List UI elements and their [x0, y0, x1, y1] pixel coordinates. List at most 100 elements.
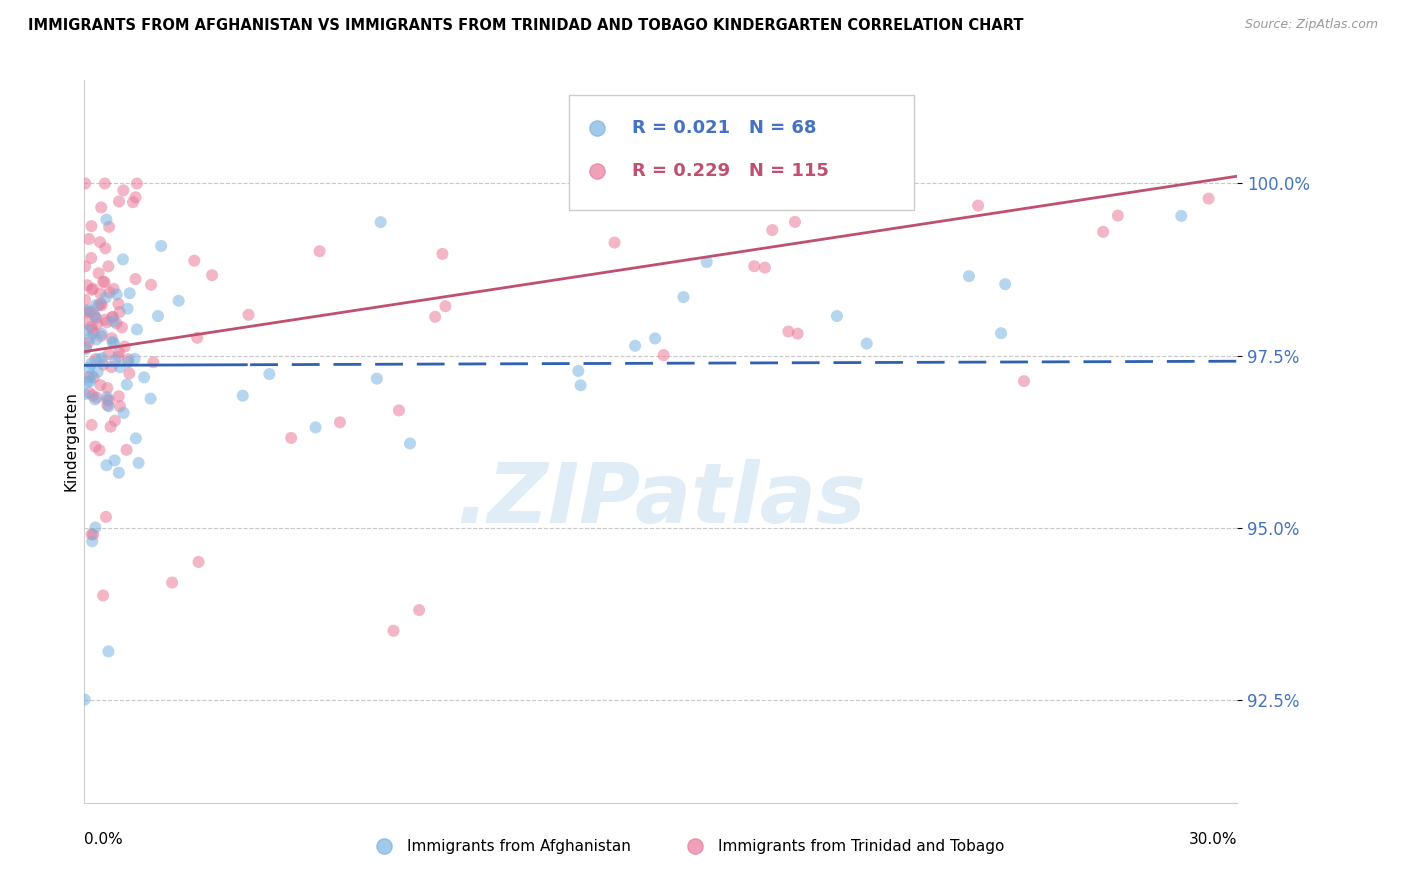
Point: [434, 299, 457, 313]
Point: [124, 351, 146, 366]
Point: [855, 336, 877, 351]
Point: [124, 272, 146, 286]
Point: [115, 442, 138, 457]
Point: [76, 375, 98, 389]
Point: [90, 201, 112, 215]
Point: [80, 219, 103, 233]
Point: [84, 352, 107, 367]
FancyBboxPatch shape: [568, 95, 914, 211]
Point: [104, 352, 127, 367]
Point: [91, 351, 114, 366]
Point: [187, 555, 209, 569]
Point: [94, 241, 117, 255]
Point: [83, 370, 105, 384]
Point: [77, 304, 100, 318]
Point: [73, 387, 96, 401]
Point: [139, 277, 162, 292]
Point: [1170, 209, 1192, 223]
Text: 0.0%: 0.0%: [84, 831, 124, 847]
Point: [97, 347, 120, 361]
Point: [80, 527, 103, 541]
Point: [238, 308, 260, 322]
Point: [167, 293, 190, 308]
Point: [86, 365, 108, 379]
Point: [990, 326, 1012, 341]
Point: [201, 268, 224, 283]
Point: [104, 453, 127, 467]
Point: [232, 389, 254, 403]
Point: [125, 322, 148, 336]
Point: [97, 644, 120, 658]
Text: IMMIGRANTS FROM AFGHANISTAN VS IMMIGRANTS FROM TRINIDAD AND TOBAGO KINDERGARTEN : IMMIGRANTS FROM AFGHANISTAN VS IMMIGRANT…: [28, 18, 1024, 33]
Point: [96, 390, 118, 404]
Text: .ZIPatlas: .ZIPatlas: [456, 458, 866, 540]
Point: [742, 259, 765, 273]
Point: [94, 177, 117, 191]
Point: [96, 315, 118, 329]
Point: [84, 440, 107, 454]
Point: [125, 431, 148, 445]
Point: [87, 266, 110, 280]
Point: [79, 331, 101, 345]
Point: [89, 443, 111, 458]
Point: [957, 269, 980, 284]
Point: [117, 301, 139, 316]
Point: [91, 275, 114, 289]
Point: [87, 352, 110, 367]
Point: [90, 298, 112, 312]
Point: [86, 391, 108, 405]
Point: [117, 355, 139, 369]
Point: [75, 341, 97, 355]
Point: [304, 420, 326, 434]
Point: [186, 331, 208, 345]
Point: [569, 378, 592, 392]
Point: [118, 367, 141, 381]
Point: [111, 252, 134, 267]
Point: [98, 285, 121, 300]
Point: [117, 352, 139, 367]
Point: [93, 275, 115, 289]
Point: [432, 247, 454, 261]
Point: [75, 342, 97, 356]
Point: [97, 399, 120, 413]
Point: [96, 381, 118, 395]
Point: [94, 312, 117, 326]
Point: [75, 177, 97, 191]
Point: [100, 360, 122, 375]
Point: [83, 308, 105, 322]
Point: [79, 385, 101, 400]
Text: Source: ZipAtlas.com: Source: ZipAtlas.com: [1244, 18, 1378, 31]
Point: [122, 195, 145, 210]
Point: [76, 323, 98, 337]
Point: [329, 415, 352, 429]
Point: [83, 326, 105, 341]
Text: R = 0.229   N = 115: R = 0.229 N = 115: [633, 162, 830, 180]
Point: [82, 388, 104, 402]
Point: [114, 340, 136, 354]
Point: [786, 326, 808, 341]
Point: [89, 378, 111, 392]
Point: [84, 310, 107, 325]
Point: [73, 692, 96, 706]
Point: [1012, 374, 1035, 388]
Point: [366, 371, 388, 385]
Point: [84, 310, 107, 324]
Point: [96, 458, 118, 473]
Point: [308, 244, 330, 259]
Point: [967, 198, 990, 212]
Point: [994, 277, 1017, 292]
Text: Immigrants from Afghanistan: Immigrants from Afghanistan: [408, 838, 631, 854]
Point: [101, 310, 124, 325]
Point: [82, 323, 104, 337]
Point: [183, 253, 205, 268]
Point: [112, 406, 135, 420]
Point: [79, 305, 101, 319]
Point: [80, 417, 103, 432]
Point: [75, 260, 97, 274]
Point: [82, 534, 104, 549]
Point: [90, 296, 112, 310]
Point: [75, 293, 97, 307]
Point: [139, 392, 162, 406]
Point: [825, 309, 848, 323]
Point: [105, 287, 128, 301]
